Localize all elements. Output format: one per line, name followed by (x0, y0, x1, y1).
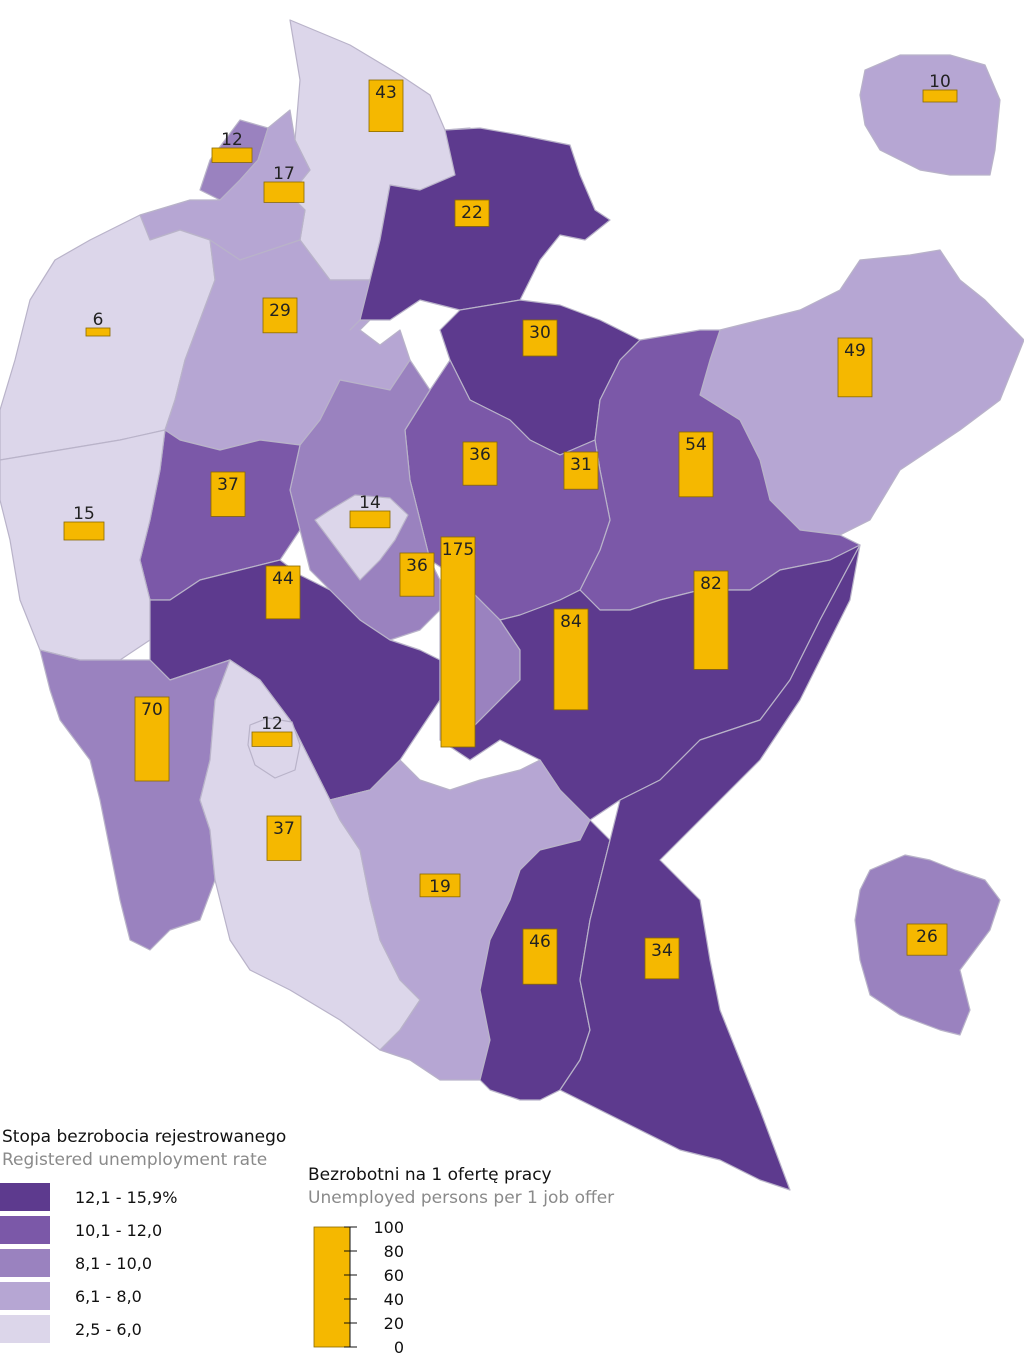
legend-bars-title: Bezrobotni na 1 ofertę pracy (308, 1165, 552, 1185)
legend-rate-subtitle: Registered unemployment rate (2, 1150, 267, 1170)
legend-scale-label: 40 (384, 1290, 404, 1309)
bar-s-w (266, 815, 302, 861)
legend-swatch-1 (0, 1183, 50, 1211)
bar-label-nw-top: 43 (375, 83, 397, 103)
bar-c-2 (563, 451, 599, 490)
bar-label-north-c: 22 (461, 203, 483, 223)
legend-swatch-2 (0, 1216, 50, 1244)
bar-label-s-2: 34 (651, 941, 673, 961)
legend-bar-swatch (313, 1226, 351, 1348)
bar-label-s-w: 37 (273, 819, 295, 839)
bar-se-c (693, 570, 729, 670)
bar-c-1 (462, 441, 498, 486)
bar-label-far-ne: 10 (929, 72, 951, 92)
bar-label-west-2: 15 (73, 504, 95, 524)
bar-label-c-1: 36 (469, 445, 491, 465)
bar-label-city-1: 14 (359, 493, 381, 513)
bar-label-east: 49 (844, 341, 866, 361)
bar-nw-mid (263, 181, 305, 203)
legend-scale-label: 20 (384, 1314, 404, 1333)
legend-label-4: 6,1 - 8,0 (75, 1287, 142, 1306)
bar-label-s-c: 84 (560, 612, 582, 632)
legend-scale-label: 80 (384, 1242, 404, 1261)
bar-city-2 (251, 731, 293, 747)
bar-far-se (906, 923, 948, 956)
bar-c-e (678, 431, 714, 498)
bar-label-sw-c: 44 (272, 569, 294, 589)
legend-swatch-5 (0, 1315, 50, 1343)
bar-label-c-e: 54 (685, 435, 707, 455)
legend-rate-title: Stopa bezrobocia rejestrowanego (2, 1127, 286, 1147)
bar-label-c-north: 30 (529, 323, 551, 343)
region-s-2 (559, 544, 861, 1191)
region-far-ne (859, 54, 1001, 176)
legend-label-5: 2,5 - 6,0 (75, 1320, 142, 1339)
legend-swatch-3 (0, 1249, 50, 1277)
legend-rate: Stopa bezrobocia rejestrowanego Register… (0, 1127, 286, 1343)
bar-s-mid (419, 873, 461, 898)
bar-east (837, 337, 873, 398)
bar-label-nw-mid: 17 (273, 164, 295, 184)
bar-c-3 (399, 552, 435, 597)
bar-far-ne (922, 89, 958, 103)
bar-label-w-c: 37 (217, 475, 239, 495)
bar-label-city-2: 12 (261, 714, 283, 734)
map-regions (0, 19, 1024, 1191)
bar-label-far-se: 26 (916, 927, 938, 947)
legend-swatch-4 (0, 1282, 50, 1310)
bar-label-nw-small: 12 (221, 130, 243, 150)
legend-label-1: 12,1 - 15,9% (75, 1188, 177, 1207)
bar-s-2 (644, 937, 680, 980)
bar-label-c-2: 31 (570, 455, 592, 475)
bar-nw-top (368, 79, 404, 132)
bar-label-w-mid: 29 (269, 301, 291, 321)
legend-bars: Bezrobotni na 1 ofertę pracy Unemployed … (308, 1165, 614, 1353)
bar-label-se-c: 82 (700, 574, 722, 594)
bar-city-1 (349, 510, 391, 529)
bar-label-capital: 175 (442, 540, 474, 560)
bar-s-1 (522, 928, 558, 985)
bar-c-north (522, 319, 558, 357)
legend-scale-label: 0 (394, 1338, 404, 1353)
bar-west-1 (85, 327, 111, 337)
bar-capital (440, 536, 476, 748)
bar-symbols: 43 10 12 17 22 6 29 30 49 36 31 54 37 15 14 36 175 44 84 82… (63, 72, 958, 985)
bar-w-mid (262, 297, 298, 334)
bar-label-s-mid: 19 (429, 877, 451, 897)
bar-label-sw-1: 70 (141, 700, 163, 720)
legend-label-2: 10,1 - 12,0 (75, 1221, 162, 1240)
bar-s-c (553, 608, 589, 711)
bar-nw-small (211, 147, 253, 163)
legend-label-3: 8,1 - 10,0 (75, 1254, 152, 1273)
legend-scale-label: 60 (384, 1266, 404, 1285)
bar-label-s-1: 46 (529, 932, 551, 952)
region-west-2 (0, 429, 166, 661)
bar-sw-1 (134, 696, 170, 782)
bar-west-2 (63, 521, 105, 541)
bar-label-west-1: 6 (93, 310, 104, 330)
bar-north-c (454, 199, 490, 227)
legend-scale-label: 100 (373, 1218, 404, 1237)
bar-label-c-3: 36 (406, 556, 428, 576)
legend-bars-subtitle: Unemployed persons per 1 job offer (308, 1188, 614, 1208)
bar-sw-c (265, 565, 301, 620)
bar-w-c (210, 471, 246, 517)
